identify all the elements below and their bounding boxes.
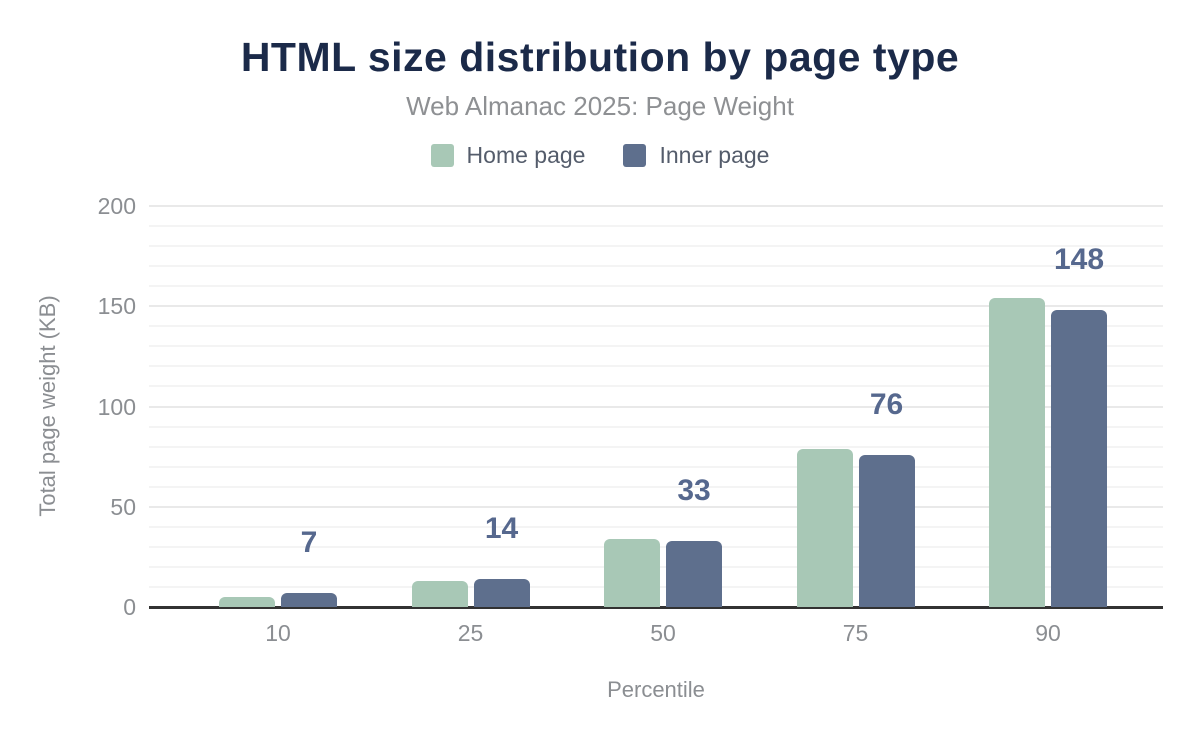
bar-value-label: 14 bbox=[484, 511, 519, 545]
minor-gridline bbox=[149, 265, 1163, 268]
minor-gridline bbox=[149, 345, 1163, 348]
x-tick-label: 75 bbox=[842, 620, 869, 646]
x-tick-label: 25 bbox=[457, 620, 484, 646]
bar-value-label: 76 bbox=[869, 387, 904, 421]
bar-value-label: 7 bbox=[300, 525, 318, 559]
legend-swatch-inner-icon bbox=[623, 144, 647, 167]
chart-legend: Home page Inner page bbox=[0, 142, 1200, 169]
minor-gridline bbox=[149, 285, 1163, 288]
minor-gridline bbox=[149, 365, 1163, 368]
minor-gridline bbox=[149, 225, 1163, 228]
y-tick-label: 100 bbox=[97, 393, 136, 420]
bar-value-label: 33 bbox=[677, 473, 711, 507]
x-axis-line bbox=[149, 605, 1163, 609]
bar-inner-page-p50[interactable] bbox=[666, 541, 722, 607]
minor-gridline bbox=[149, 485, 1163, 488]
chart-subtitle: Web Almanac 2025: Page Weight bbox=[406, 91, 794, 121]
x-axis-title: Percentile bbox=[607, 677, 705, 702]
legend-swatch-home-icon bbox=[430, 144, 454, 167]
legend-label: Inner page bbox=[659, 142, 770, 168]
bar-home-page-p10[interactable] bbox=[219, 597, 275, 607]
bar-inner-page-p75[interactable] bbox=[858, 455, 915, 607]
major-gridline bbox=[149, 505, 1163, 508]
y-tick-label: 200 bbox=[97, 193, 136, 219]
bar-home-page-p25[interactable] bbox=[411, 581, 468, 607]
legend-item-inner-page[interactable]: Inner page bbox=[623, 142, 769, 169]
bar-inner-page-p10[interactable] bbox=[281, 593, 337, 607]
chart-title: HTML size distribution by page type bbox=[240, 34, 960, 80]
bar-home-page-p90[interactable] bbox=[989, 298, 1045, 607]
x-tick-label: 10 bbox=[265, 620, 291, 646]
bar-home-page-p75[interactable] bbox=[796, 449, 853, 607]
minor-gridline bbox=[149, 245, 1163, 248]
y-tick-label: 150 bbox=[97, 293, 136, 320]
major-gridline bbox=[149, 205, 1163, 207]
major-gridline bbox=[149, 405, 1163, 408]
x-tick-label: 90 bbox=[1035, 620, 1061, 646]
minor-gridline bbox=[149, 385, 1163, 388]
legend-label: Home page bbox=[466, 142, 586, 168]
y-tick-label: 0 bbox=[123, 594, 136, 620]
bar-inner-page-p25[interactable] bbox=[473, 579, 530, 607]
bar-inner-page-p90[interactable] bbox=[1051, 310, 1107, 607]
minor-gridline bbox=[149, 525, 1163, 528]
minor-gridline bbox=[149, 325, 1163, 328]
bar-home-page-p50[interactable] bbox=[604, 539, 660, 607]
minor-gridline bbox=[149, 465, 1163, 468]
minor-gridline bbox=[149, 445, 1163, 448]
y-tick-label: 50 bbox=[110, 493, 136, 520]
bar-value-label: 148 bbox=[1053, 243, 1105, 277]
legend-item-home-page[interactable]: Home page bbox=[430, 142, 586, 169]
x-tick-label: 50 bbox=[650, 620, 676, 646]
major-gridline bbox=[149, 305, 1163, 308]
minor-gridline bbox=[149, 425, 1163, 428]
